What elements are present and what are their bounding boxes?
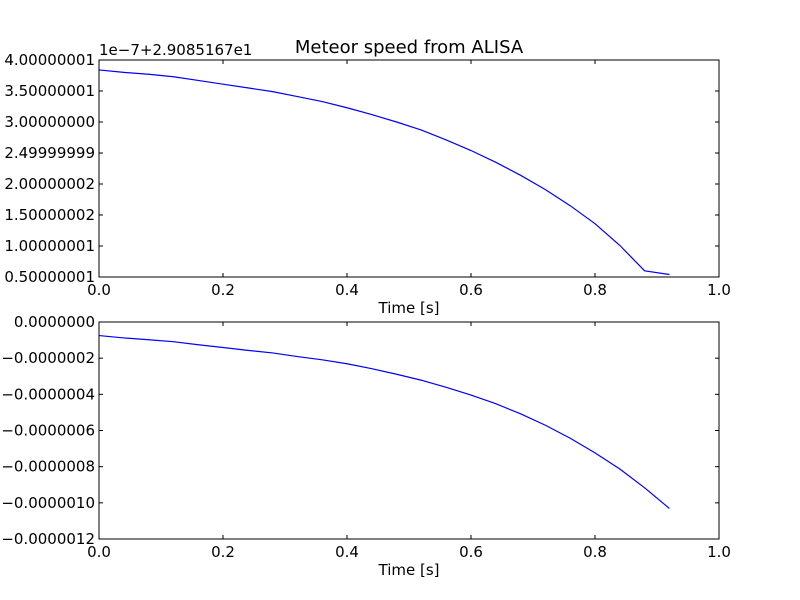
x-tick-label-0-1: 0.2 <box>211 281 235 299</box>
y-tick-label-1-1: −0.0000010 <box>1 494 95 512</box>
y-tick-label-0-1: 1.00000001 <box>4 237 95 255</box>
y-tick-label-1-3: −0.0000006 <box>1 422 95 440</box>
y-tick-label-1-4: −0.0000004 <box>1 385 95 403</box>
x-tick-label-1-5: 1.0 <box>707 543 731 561</box>
axes-frame-0 <box>98 59 720 278</box>
y-tick-label-1-6: 0.0000000 <box>14 313 95 331</box>
axes-frame-1 <box>98 321 720 540</box>
y-tick-label-0-5: 3.00000000 <box>4 113 95 131</box>
y-tick-label-0-0: 0.50000001 <box>4 268 95 286</box>
x-tick-label-1-1: 0.2 <box>211 543 235 561</box>
x-axis-label-0: Time [s] <box>378 299 440 317</box>
x-axis-label-1: Time [s] <box>378 561 440 579</box>
y-tick-label-1-5: −0.0000002 <box>1 349 95 367</box>
series-line-0-0 <box>98 69 670 276</box>
y-tick-label-0-2: 1.50000002 <box>4 206 95 224</box>
x-tick-label-0-4: 0.8 <box>583 281 607 299</box>
x-tick-label-0-0: 0.0 <box>87 281 111 299</box>
y-tick-label-0-6: 3.50000001 <box>4 82 95 100</box>
top-speed-axes: 0.0 0.2 0.4 0.6 0.8 1.0 0.50000001 1.00000001 1.… <box>4 51 731 317</box>
x-tick-label-1-3: 0.6 <box>459 543 483 561</box>
x-tick-label-1-0: 0.0 <box>87 543 111 561</box>
y-tick-label-0-4: 2.49999999 <box>4 144 95 162</box>
x-tick-label-0-2: 0.4 <box>335 281 359 299</box>
offset-label: 1e−7+2.9085167e1 <box>99 41 252 59</box>
chart-title: Meteor speed from ALISA <box>295 37 524 58</box>
y-tick-label-0-3: 2.00000002 <box>4 175 95 193</box>
x-tick-label-1-2: 0.4 <box>335 543 359 561</box>
y-tick-label-1-0: −0.0000012 <box>1 530 95 548</box>
y-tick-label-0-7: 4.00000001 <box>4 51 95 69</box>
bottom-speed-diff-axes: 0.0 0.2 0.4 0.6 0.8 1.0 −0.0000012 −0.0000010 −0… <box>1 313 731 579</box>
x-tick-label-0-5: 1.0 <box>707 281 731 299</box>
series-line-1-0 <box>98 334 670 509</box>
y-tick-label-1-2: −0.0000008 <box>1 458 95 476</box>
x-tick-label-1-4: 0.8 <box>583 543 607 561</box>
x-tick-label-0-3: 0.6 <box>459 281 483 299</box>
